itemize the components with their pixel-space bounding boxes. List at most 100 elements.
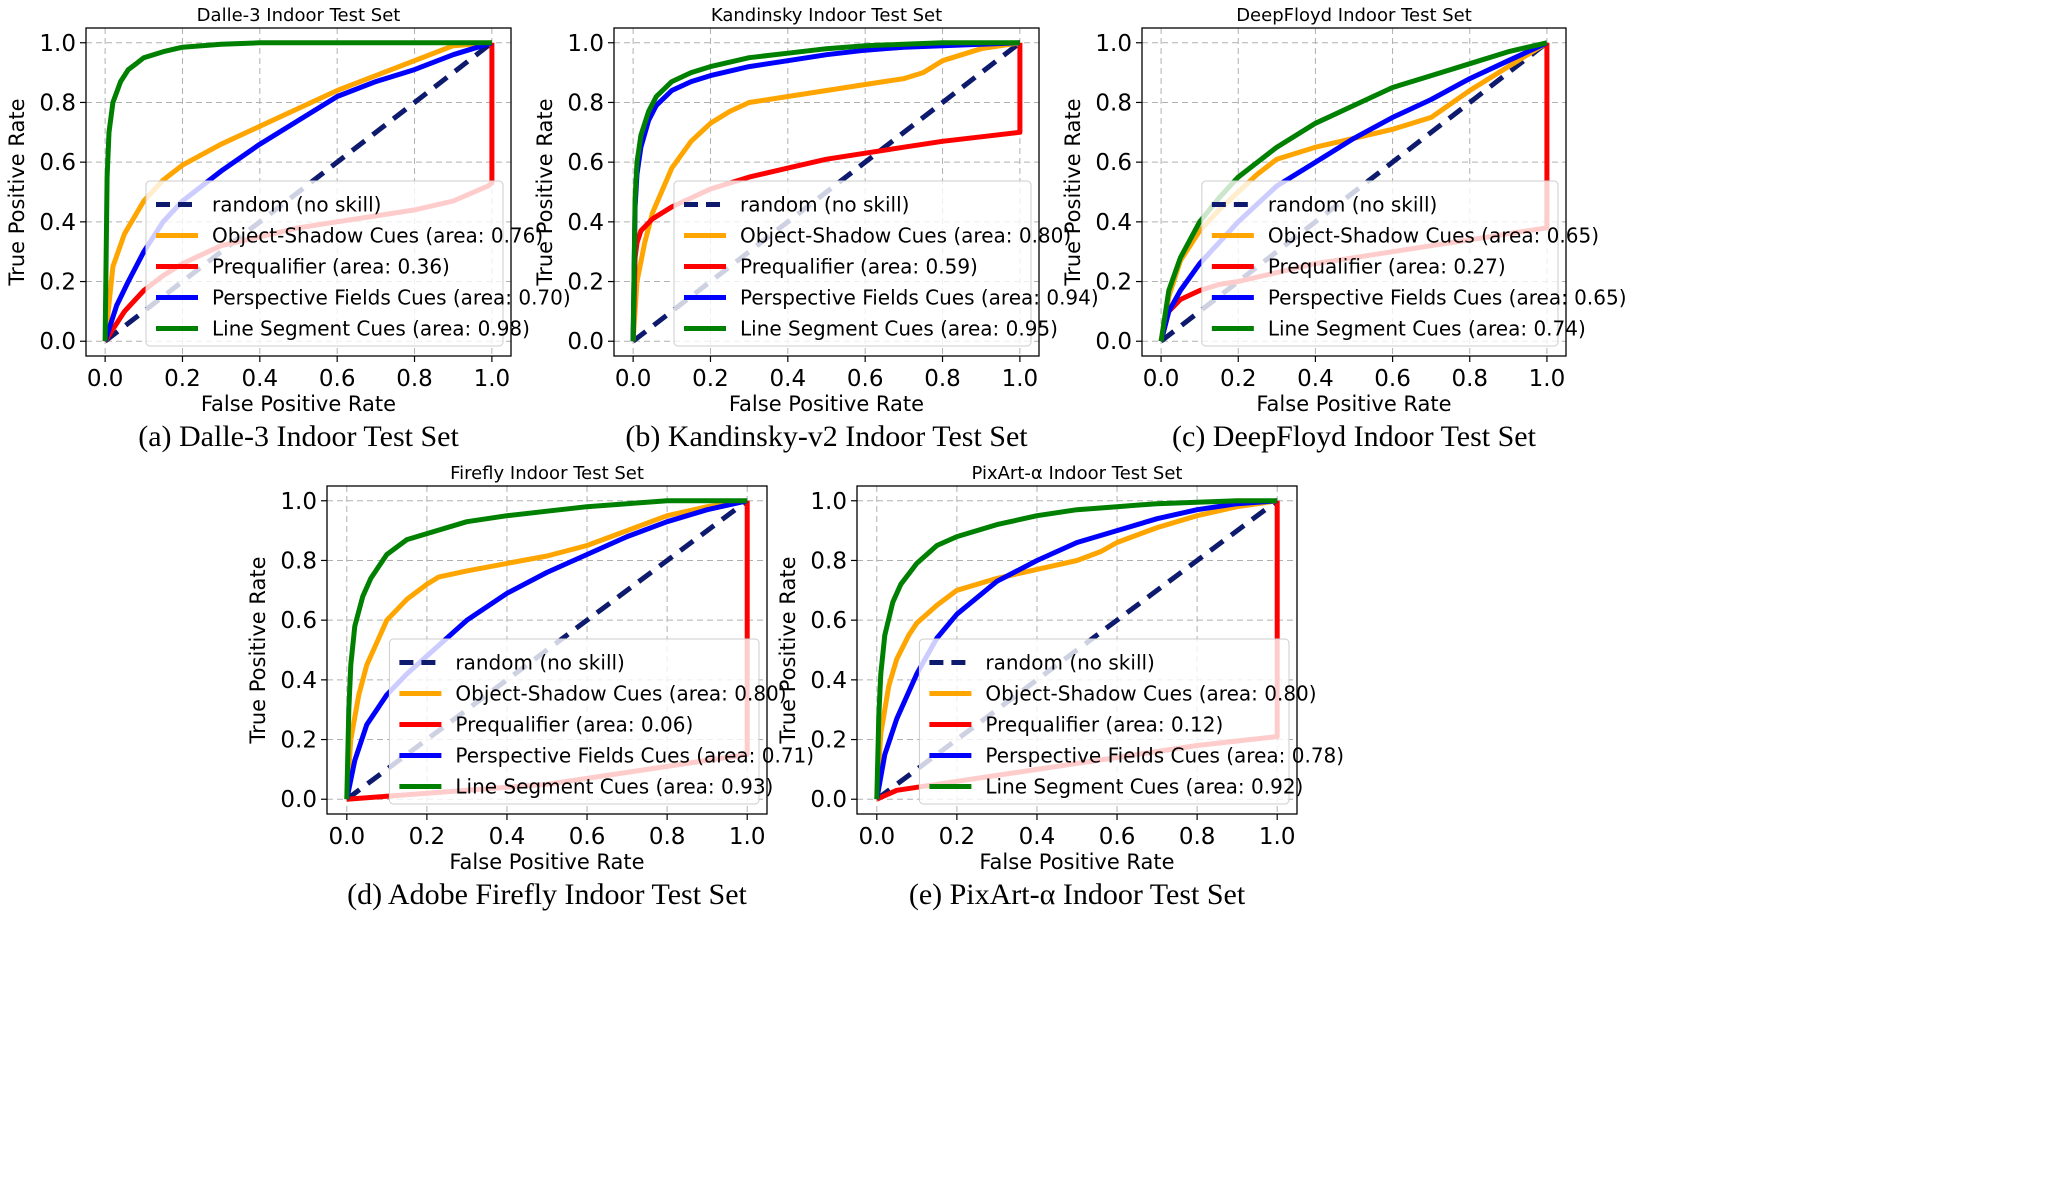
- chart-title: Firefly Indoor Test Set: [450, 463, 644, 484]
- plot-frame: [326, 485, 768, 815]
- legend-label: Object-Shadow Cues (area: 0.80): [455, 682, 786, 706]
- legend-label: Line Segment Cues (area: 0.93): [455, 775, 773, 799]
- y-tick-label: 0.0: [1095, 329, 1132, 355]
- y-tick-label: 0.4: [39, 210, 76, 236]
- legend-label: Perspective Fields Cues (area: 0.94): [740, 286, 1099, 310]
- legend-label: Object-Shadow Cues (area: 0.76): [212, 224, 543, 248]
- y-tick-label: 0.0: [280, 787, 317, 813]
- plot-frame: [856, 485, 1298, 815]
- x-tick-label: 1.0: [1002, 366, 1039, 392]
- y-axis-label: True Positive Rate: [533, 98, 557, 286]
- legend-label: Object-Shadow Cues (area: 0.80): [985, 682, 1316, 706]
- legend: random (no skill) Object-Shadow Cues (are…: [673, 180, 1099, 347]
- y-tick-label: 1.0: [567, 31, 604, 57]
- x-axis-label: False Positive Rate: [729, 392, 924, 416]
- y-axis-label: True Positive Rate: [5, 98, 29, 286]
- x-tick-label: 0.4: [770, 366, 807, 392]
- y-tick-label: 0.6: [567, 150, 604, 176]
- series-line-1: [344, 498, 748, 800]
- chart-title: PixArt-α Indoor Test Set: [972, 463, 1183, 484]
- legend: random (no skill) Object-Shadow Cues (are…: [145, 180, 571, 347]
- y-axis-label: True Positive Rate: [246, 556, 270, 744]
- x-axis-label: False Positive Rate: [201, 392, 396, 416]
- legend-box: [673, 180, 1032, 347]
- series-line-1: [874, 498, 1278, 800]
- y-tick-label: 0.8: [280, 548, 317, 574]
- y-tick-label: 0.2: [567, 270, 604, 296]
- series-line-4: [344, 498, 748, 800]
- legend-label: random (no skill): [740, 193, 909, 217]
- x-tick-label: 0.4: [242, 366, 279, 392]
- legend-label: random (no skill): [455, 651, 624, 675]
- y-tick-label: 1.0: [280, 489, 317, 515]
- y-tick-label: 0.8: [1095, 90, 1132, 116]
- x-axis-label: False Positive Rate: [1256, 392, 1451, 416]
- chart-title: DeepFloyd Indoor Test Set: [1236, 5, 1472, 26]
- x-tick-label: 0.8: [396, 366, 433, 392]
- y-tick-label: 0.6: [1095, 150, 1132, 176]
- legend-label: random (no skill): [212, 193, 381, 217]
- y-tick-label: 0.6: [280, 608, 317, 634]
- x-tick-label: 1.0: [1259, 824, 1296, 850]
- legend-label: Prequalifier (area: 0.12): [985, 713, 1223, 737]
- legend-label: random (no skill): [985, 651, 1154, 675]
- legend-label: Prequalifier (area: 0.27): [1268, 255, 1506, 279]
- legend: random (no skill) Object-Shadow Cues (are…: [918, 638, 1344, 805]
- x-tick-label: 1.0: [729, 824, 766, 850]
- chart-panel-0: 0.0 0.2 0.4 0.6 0.8 1.0 0.0 0.2 0.4 0.6 0.8 1.0 Dall…: [5, 5, 571, 453]
- x-tick-label: 0.4: [489, 824, 526, 850]
- x-tick-label: 0.6: [1099, 824, 1136, 850]
- y-tick-label: 0.6: [810, 608, 847, 634]
- x-tick-label: 0.8: [649, 824, 686, 850]
- y-tick-label: 1.0: [810, 489, 847, 515]
- x-tick-label: 0.8: [1179, 824, 1216, 850]
- y-tick-label: 0.8: [567, 90, 604, 116]
- chart-title: Kandinsky Indoor Test Set: [711, 5, 942, 26]
- series-line-2: [630, 42, 1023, 342]
- x-axis-label: False Positive Rate: [449, 850, 644, 874]
- legend-label: Perspective Fields Cues (area: 0.71): [455, 744, 814, 768]
- series-line-3: [874, 498, 1278, 800]
- plot-frame: [85, 27, 512, 357]
- subfigure-caption: (d) Adobe Firefly Indoor Test Set: [347, 878, 747, 911]
- x-tick-label: 0.6: [569, 824, 606, 850]
- plot-frame: [1141, 27, 1567, 357]
- subfigure-caption: (e) PixArt-α Indoor Test Set: [909, 878, 1246, 911]
- x-tick-label: 0.2: [1220, 366, 1257, 392]
- legend-label: Line Segment Cues (area: 0.74): [1268, 317, 1586, 341]
- y-tick-label: 0.0: [810, 787, 847, 813]
- y-tick-label: 0.4: [280, 668, 317, 694]
- x-tick-label: 0.0: [87, 366, 124, 392]
- y-tick-label: 0.8: [39, 90, 76, 116]
- x-tick-label: 0.2: [409, 824, 446, 850]
- series-line-3: [102, 40, 493, 342]
- legend-label: Line Segment Cues (area: 0.92): [985, 775, 1303, 799]
- x-tick-label: 0.4: [1297, 366, 1334, 392]
- y-tick-label: 0.8: [810, 548, 847, 574]
- x-tick-label: 1.0: [474, 366, 511, 392]
- y-tick-label: 0.2: [810, 728, 847, 754]
- legend: random (no skill) Object-Shadow Cues (are…: [388, 638, 814, 805]
- subfigure-caption: (a) Dalle-3 Indoor Test Set: [138, 420, 459, 453]
- x-tick-label: 1.0: [1529, 366, 1566, 392]
- series-line-4: [102, 40, 492, 342]
- legend-label: random (no skill): [1268, 193, 1437, 217]
- y-axis-label: True Positive Rate: [776, 556, 800, 744]
- series-line-3: [1158, 40, 1548, 342]
- legend-box: [145, 180, 504, 347]
- x-tick-label: 0.2: [939, 824, 976, 850]
- x-tick-label: 0.4: [1019, 824, 1056, 850]
- x-tick-label: 0.0: [329, 824, 366, 850]
- y-axis-label: True Positive Rate: [1061, 98, 1085, 286]
- chart-panel-2: 0.0 0.2 0.4 0.6 0.8 1.0 0.0 0.2 0.4 0.6 0.8 1.0 Deep…: [1061, 5, 1627, 453]
- x-axis-label: False Positive Rate: [979, 850, 1174, 874]
- chart-panel-4: 0.0 0.2 0.4 0.6 0.8 1.0 0.0 0.2 0.4 0.6 0.8 1.0 PixA…: [776, 463, 1344, 911]
- series-line-4: [874, 498, 1278, 800]
- y-tick-label: 1.0: [39, 31, 76, 57]
- subfigure-caption: (c) DeepFloyd Indoor Test Set: [1172, 420, 1537, 453]
- legend-label: Prequalifier (area: 0.59): [740, 255, 978, 279]
- series-line-4: [1158, 40, 1548, 342]
- x-tick-label: 0.6: [319, 366, 356, 392]
- legend-label: Perspective Fields Cues (area: 0.65): [1268, 286, 1627, 310]
